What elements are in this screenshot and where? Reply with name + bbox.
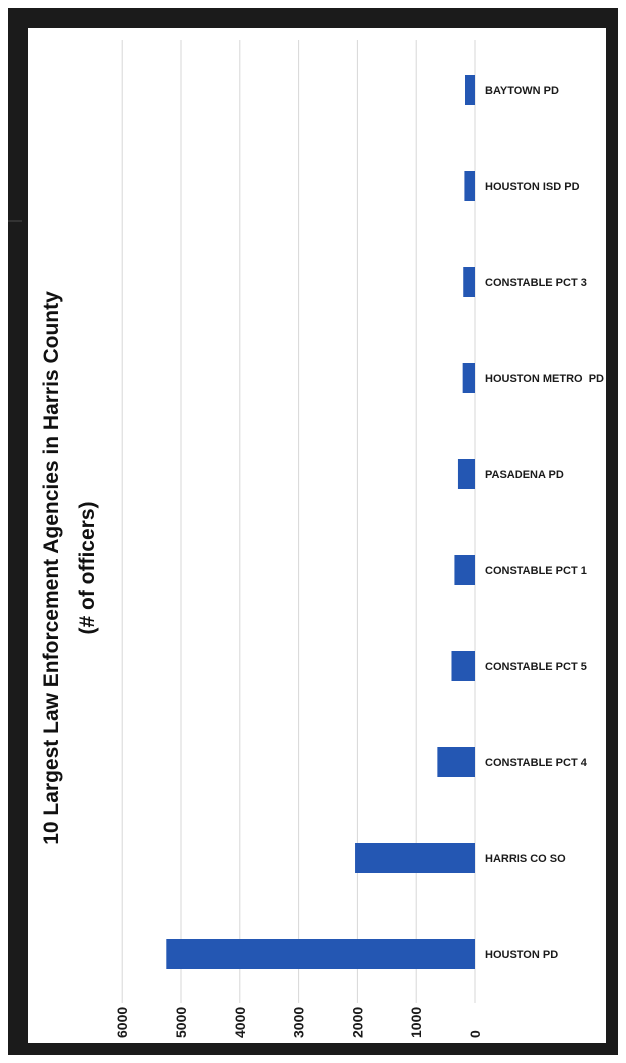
bar [451, 651, 475, 681]
tick-label: 3000 [291, 1007, 307, 1038]
category-label: HOUSTON ISD PD [485, 181, 580, 193]
category-label: BAYTOWN PD [485, 85, 559, 97]
category-label: CONSTABLE PCT 5 [485, 661, 587, 673]
tick-label: 5000 [173, 1007, 189, 1038]
category-label: CONSTABLE PCT 1 [485, 565, 587, 577]
bar [355, 843, 475, 873]
category-label: CONSTABLE PCT 3 [485, 277, 587, 289]
chart-frame: BAYTOWN PD HOUSTON ISD PD CONSTABLE PCT 3 H… [8, 8, 618, 1055]
bar [464, 171, 475, 201]
bar [462, 363, 475, 393]
bar [454, 555, 475, 585]
bar [465, 75, 475, 105]
chart-subtitle: (# of officers) [76, 501, 99, 634]
bar [463, 267, 475, 297]
bar [457, 459, 475, 489]
tick-label: 2000 [349, 1007, 365, 1038]
chart-title-group: 10 Largest Law Enforcement Agencies in H… [40, 291, 99, 845]
bar [166, 939, 476, 969]
category-label: PASADENA PD [485, 469, 564, 481]
category-label: HARRIS CO SO [485, 853, 566, 865]
tick-label: 1000 [408, 1007, 424, 1038]
value-axis-ticks: 0 1000 2000 3000 4000 5000 6000 [114, 1007, 483, 1038]
bars [166, 75, 476, 969]
category-label: HOUSTON PD [485, 949, 558, 961]
tick-label: 6000 [114, 1007, 130, 1038]
category-label: CONSTABLE PCT 4 [485, 757, 588, 769]
category-label: HOUSTON METRO PD [485, 373, 604, 385]
chart-title: 10 Largest Law Enforcement Agencies in H… [40, 291, 63, 845]
bar [437, 747, 475, 777]
tick-label: 4000 [232, 1007, 248, 1038]
chart-panel [28, 28, 606, 1043]
edge-mark [8, 220, 22, 222]
bar-chart: BAYTOWN PD HOUSTON ISD PD CONSTABLE PCT 3 H… [40, 40, 604, 1038]
category-labels: BAYTOWN PD HOUSTON ISD PD CONSTABLE PCT 3 H… [485, 85, 604, 961]
tick-label: 0 [467, 1030, 483, 1038]
